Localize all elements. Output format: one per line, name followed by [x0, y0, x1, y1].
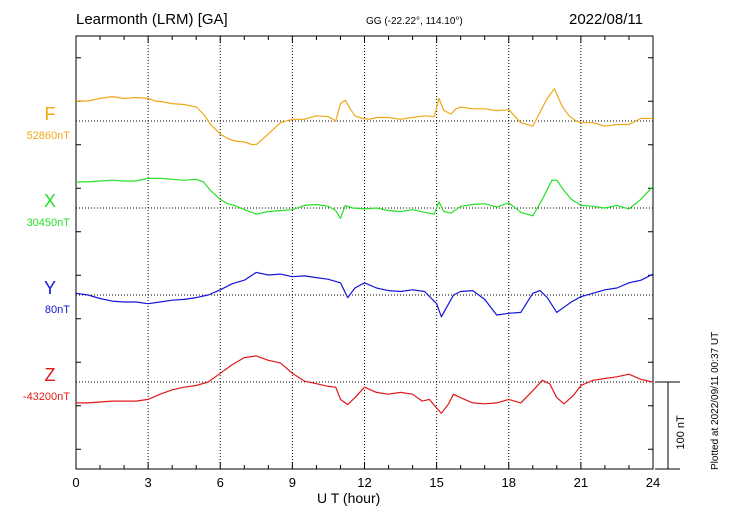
station-title: Learmonth (LRM) [GA]: [76, 11, 228, 28]
series-labels: F 52860nT X 30450nT Y 80nT Z -43200nT: [23, 104, 70, 403]
series-baseline-z: -43200nT: [23, 391, 70, 403]
x-tick-label: 6: [217, 475, 224, 490]
series-lines: [75, 88, 654, 414]
series-line-f: [76, 88, 653, 146]
grid: [76, 36, 653, 469]
x-tick-label: 21: [574, 475, 588, 490]
x-tick-label: 15: [429, 475, 443, 490]
axes: 0 3 6 9 12 15 18 21 24: [72, 35, 660, 490]
coordinates-label: GG (-22.22°, 114.10°): [366, 16, 463, 27]
series-line-x: [76, 177, 654, 219]
scale-bar: 100 nT: [655, 381, 687, 470]
x-tick-label: 18: [502, 475, 516, 490]
series-baseline-f: 52860nT: [27, 130, 71, 142]
series-baseline-y: 80nT: [45, 304, 70, 316]
series-name-x: X: [44, 191, 56, 211]
x-tick-label: 12: [357, 475, 371, 490]
plotted-timestamp: Plotted at 2022/09/11 00:37 UT: [710, 331, 721, 470]
series-baseline-x: 30450nT: [27, 217, 71, 229]
series-name-z: Z: [45, 365, 56, 385]
x-tick-label: 0: [72, 475, 79, 490]
date-label: 2022/08/11: [569, 11, 643, 28]
x-tick-label: 3: [145, 475, 152, 490]
series-name-f: F: [45, 104, 56, 124]
x-axis-title: U T (hour): [317, 490, 381, 506]
scale-bar-label: 100 nT: [675, 415, 687, 450]
x-tick-label: 24: [646, 475, 660, 490]
series-line-z: [76, 355, 654, 414]
series-line-y: [75, 271, 654, 318]
series-name-y: Y: [44, 278, 56, 298]
x-tick-label: 9: [289, 475, 296, 490]
